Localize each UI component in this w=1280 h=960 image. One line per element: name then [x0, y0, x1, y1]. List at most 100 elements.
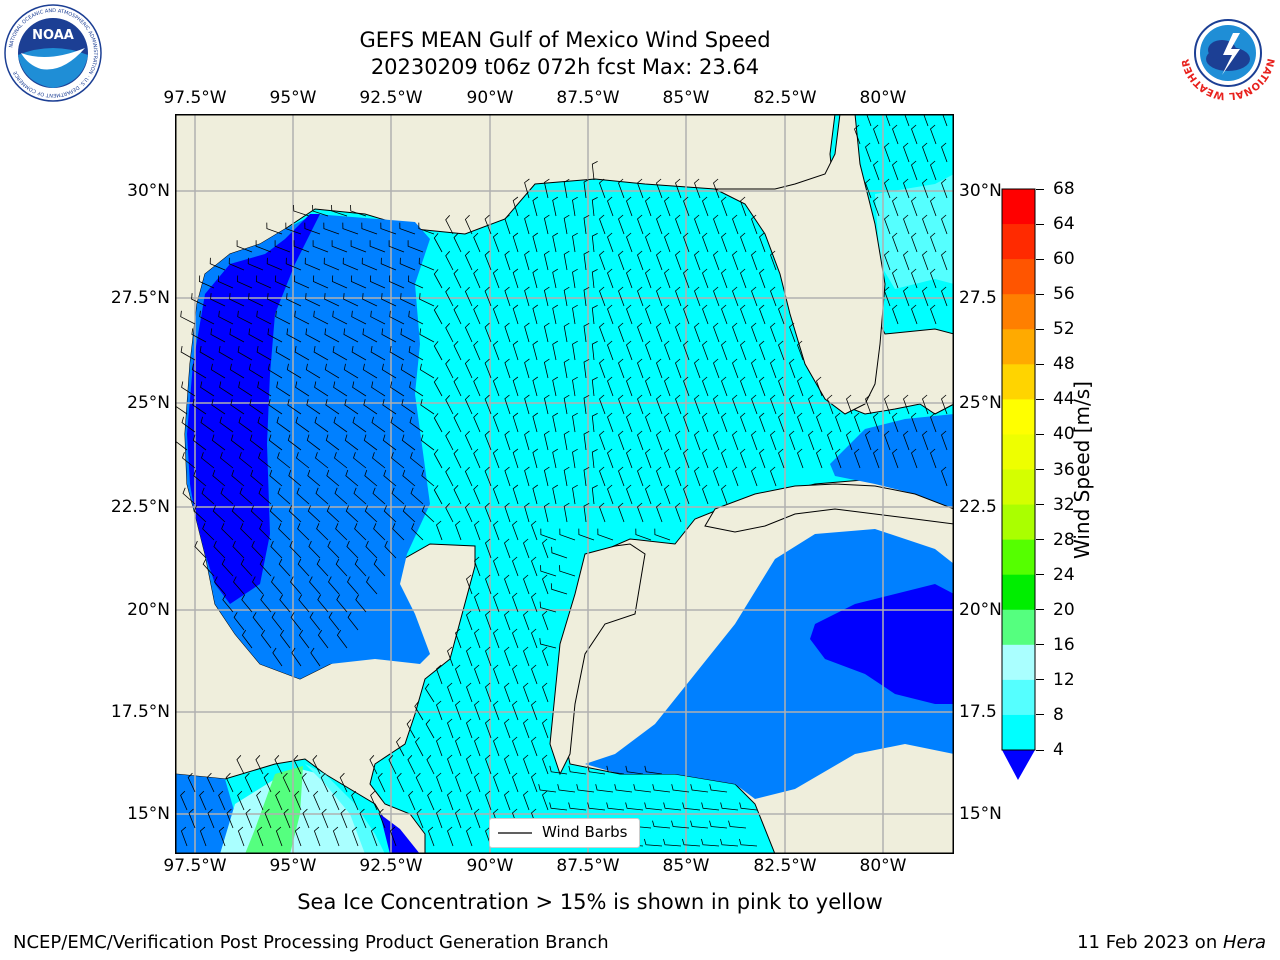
wind-barb: [199, 826, 207, 847]
wind-barb: [464, 358, 473, 379]
wind-barb: [583, 430, 590, 451]
wind-barb: [512, 448, 519, 469]
wind-barb: [320, 772, 329, 793]
wind-barb: [903, 430, 910, 451]
wind-barb: [213, 540, 226, 559]
wind-barb: [350, 204, 367, 217]
wind-barb: [354, 523, 367, 541]
wind-barb: [543, 250, 550, 271]
wind-barb: [591, 305, 598, 325]
wind-barb: [591, 377, 598, 397]
wind-barb: [312, 755, 321, 775]
wind-barb: [415, 772, 424, 793]
wind-barb: [846, 394, 853, 415]
wind-barb: [333, 381, 348, 397]
wind-barb: [770, 358, 777, 379]
wind-barb: [512, 772, 519, 793]
wind-barb: [255, 275, 272, 289]
wind-barb: [626, 196, 633, 217]
wind-barb: [865, 142, 872, 163]
wind-barb: [512, 340, 519, 361]
wind-barb: [201, 487, 215, 505]
wind-barb: [455, 736, 462, 757]
wind-barb: [523, 574, 530, 595]
wind-barb: [523, 646, 530, 667]
wind-barb: [713, 322, 720, 343]
wind-barb: [557, 784, 576, 793]
wind-barb: [207, 808, 215, 829]
wind-barb: [911, 124, 918, 145]
wind-barb: [732, 250, 739, 271]
wind-barb: [816, 412, 823, 433]
wind-barb: [464, 322, 473, 343]
wind-barb: [201, 452, 215, 469]
wind-barb: [219, 381, 234, 397]
wind-barb: [504, 574, 511, 595]
wind-barb: [238, 416, 253, 433]
wind-barb: [493, 520, 500, 541]
wind-barb: [289, 540, 302, 559]
wind-speed-region-4-8-caribbean: [585, 529, 954, 799]
wind-barb: [474, 628, 481, 649]
colorbar-tick-mark: [1036, 504, 1044, 506]
colorbar-tick-mark: [1036, 469, 1044, 470]
wind-barb: [382, 434, 397, 451]
colorbar-tick-mark: [1036, 188, 1044, 190]
wind-barb: [568, 802, 587, 811]
wind-barb: [599, 322, 606, 343]
wind-barb: [191, 293, 207, 307]
wind-barb: [464, 502, 473, 523]
wind-barb: [402, 469, 416, 487]
wind-barb: [599, 466, 606, 487]
wind-barb: [369, 240, 386, 253]
wind-barb: [237, 310, 253, 325]
wind-barb: [418, 222, 435, 235]
wind-barb: [542, 718, 549, 739]
wind-barb: [455, 628, 462, 649]
wind-barb: [433, 341, 443, 361]
wind-barb: [365, 540, 378, 559]
wind-barb: [321, 808, 329, 829]
wind-barb: [884, 430, 891, 451]
wind-barb: [424, 683, 435, 703]
wind-barb: [652, 784, 671, 793]
wind-barb: [237, 790, 245, 811]
wind-barb: [296, 452, 310, 469]
wind-barb: [245, 808, 253, 829]
colorbar-tick-label: 60: [1053, 249, 1075, 270]
wind-barb: [294, 826, 302, 847]
wind-barb: [221, 523, 234, 541]
wind-barb: [941, 430, 948, 451]
wind-barb: [583, 250, 590, 271]
wind-barb: [474, 772, 481, 793]
wind-barb: [671, 784, 690, 793]
wind-barb: [324, 328, 340, 343]
colorbar-tick-label: 28: [1053, 529, 1075, 550]
wind-barb: [473, 484, 481, 505]
wind-barb: [350, 275, 367, 289]
wind-barb: [427, 790, 435, 811]
wind-barb: [713, 250, 720, 271]
wind-barb: [524, 322, 530, 343]
wind-barb: [607, 376, 614, 397]
wind-barb: [492, 268, 500, 289]
wind-barb: [401, 399, 416, 415]
wind-barb: [531, 772, 538, 793]
wind-barb: [433, 305, 443, 325]
wind-barb: [305, 363, 321, 379]
wind-barb: [257, 381, 272, 397]
wind-barb: [400, 293, 416, 307]
wind-barb: [607, 340, 614, 361]
wind-barb: [504, 682, 511, 703]
wind-barb: [287, 399, 302, 415]
lon-label-bottom: 95°W: [269, 856, 317, 876]
wind-barb: [328, 612, 340, 631]
wind-barb: [212, 469, 226, 487]
wind-barb: [656, 466, 663, 487]
wind-barb: [663, 838, 682, 847]
wind-barb: [626, 340, 633, 361]
wind-barb: [493, 700, 500, 721]
wind-barb: [504, 394, 511, 415]
wind-barb: [532, 412, 539, 433]
wind-barb: [587, 802, 606, 811]
